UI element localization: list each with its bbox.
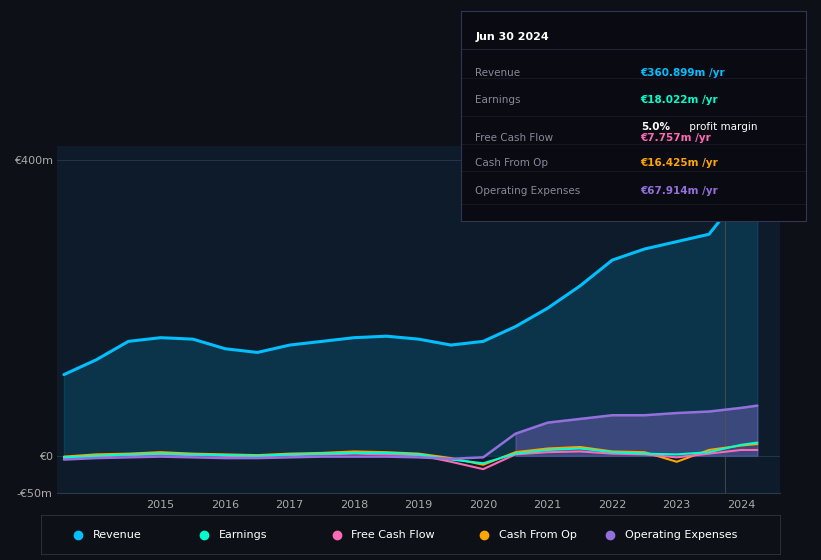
- Text: 5.0%: 5.0%: [640, 123, 670, 133]
- Text: Earnings: Earnings: [475, 95, 521, 105]
- Text: €18.022m /yr: €18.022m /yr: [640, 95, 718, 105]
- Text: Cash From Op: Cash From Op: [499, 530, 577, 540]
- Text: Free Cash Flow: Free Cash Flow: [351, 530, 435, 540]
- Text: €16.425m /yr: €16.425m /yr: [640, 158, 718, 168]
- Text: €7.757m /yr: €7.757m /yr: [640, 133, 712, 143]
- Text: profit margin: profit margin: [686, 123, 757, 133]
- Text: Operating Expenses: Operating Expenses: [625, 530, 737, 540]
- Text: Operating Expenses: Operating Expenses: [475, 185, 580, 195]
- Text: Revenue: Revenue: [93, 530, 141, 540]
- Text: Jun 30 2024: Jun 30 2024: [475, 32, 549, 42]
- Text: Revenue: Revenue: [475, 68, 521, 78]
- Text: €67.914m /yr: €67.914m /yr: [640, 185, 718, 195]
- Text: €360.899m /yr: €360.899m /yr: [640, 68, 725, 78]
- Text: Cash From Op: Cash From Op: [475, 158, 548, 168]
- Text: Earnings: Earnings: [218, 530, 267, 540]
- Text: Free Cash Flow: Free Cash Flow: [475, 133, 553, 143]
